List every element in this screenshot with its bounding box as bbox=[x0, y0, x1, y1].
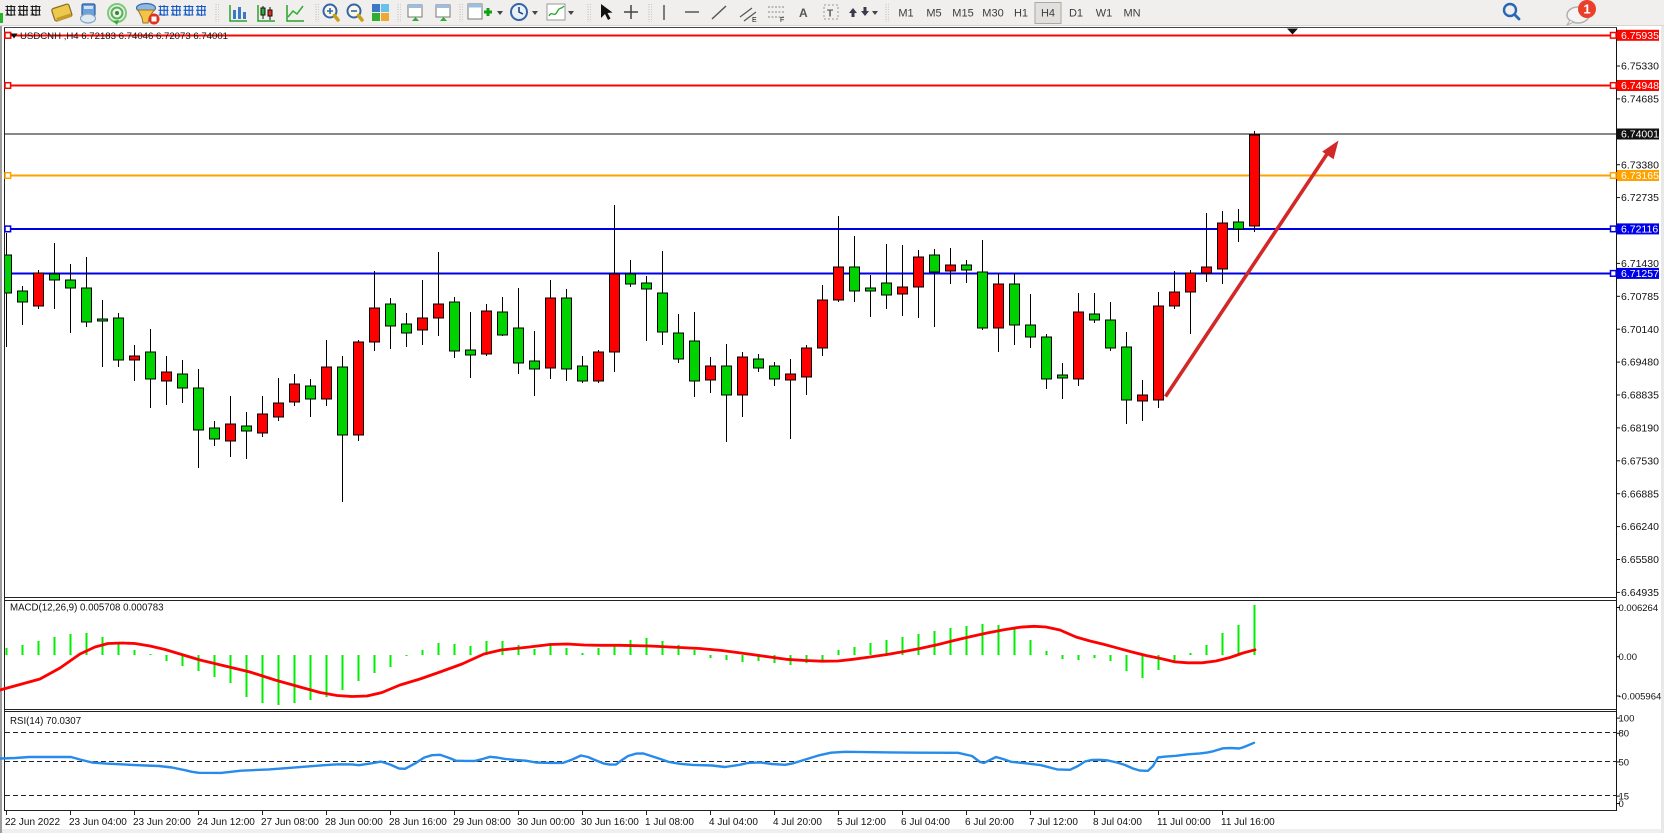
svg-text:11 Jul 16:00: 11 Jul 16:00 bbox=[1221, 817, 1275, 828]
svg-text:MN: MN bbox=[1123, 8, 1140, 20]
svg-text:6.70140: 6.70140 bbox=[1621, 324, 1659, 336]
svg-text:6 Jul 04:00: 6 Jul 04:00 bbox=[901, 817, 950, 828]
svg-text:6.75330: 6.75330 bbox=[1621, 61, 1659, 73]
svg-text:6.72735: 6.72735 bbox=[1621, 192, 1659, 204]
svg-text:W1: W1 bbox=[1096, 8, 1113, 20]
svg-text:H1: H1 bbox=[1014, 8, 1028, 20]
svg-text:6.70785: 6.70785 bbox=[1621, 291, 1659, 303]
svg-text:6.68190: 6.68190 bbox=[1621, 423, 1659, 435]
svg-text:M5: M5 bbox=[926, 8, 941, 20]
svg-text:M1: M1 bbox=[898, 8, 913, 20]
svg-text:24 Jun 12:00: 24 Jun 12:00 bbox=[197, 817, 255, 828]
svg-text:22 Jun 2022: 22 Jun 2022 bbox=[5, 817, 60, 828]
svg-text:7 Jul 12:00: 7 Jul 12:00 bbox=[1029, 817, 1078, 828]
svg-text:30 Jun 16:00: 30 Jun 16:00 bbox=[581, 817, 639, 828]
svg-text:6 Jul 20:00: 6 Jul 20:00 bbox=[965, 817, 1014, 828]
svg-text:100: 100 bbox=[1619, 714, 1635, 725]
svg-text:28 Jun 00:00: 28 Jun 00:00 bbox=[325, 817, 383, 828]
svg-text:6.71257: 6.71257 bbox=[1621, 268, 1659, 280]
svg-text:6.64935: 6.64935 bbox=[1621, 587, 1659, 599]
svg-text:T: T bbox=[827, 9, 833, 20]
svg-text:0.006264: 0.006264 bbox=[1619, 603, 1659, 614]
svg-text:E: E bbox=[752, 17, 757, 24]
svg-text:6.66240: 6.66240 bbox=[1621, 521, 1659, 533]
svg-text:8 Jul 04:00: 8 Jul 04:00 bbox=[1093, 817, 1142, 828]
svg-text:6.73165: 6.73165 bbox=[1621, 170, 1659, 182]
svg-text:50: 50 bbox=[1619, 757, 1630, 768]
svg-text:1 Jul 08:00: 1 Jul 08:00 bbox=[645, 817, 694, 828]
svg-text:A: A bbox=[799, 6, 808, 20]
svg-text:6.68835: 6.68835 bbox=[1621, 390, 1659, 402]
svg-text:M15: M15 bbox=[952, 8, 973, 20]
svg-text:6.75935: 6.75935 bbox=[1621, 30, 1659, 42]
svg-text:23 Jun 04:00: 23 Jun 04:00 bbox=[69, 817, 127, 828]
svg-text:F: F bbox=[780, 17, 784, 24]
svg-text:30 Jun 00:00: 30 Jun 00:00 bbox=[517, 817, 575, 828]
svg-text:M30: M30 bbox=[982, 8, 1003, 20]
svg-text:H4: H4 bbox=[1041, 8, 1055, 20]
svg-text:6.66885: 6.66885 bbox=[1621, 488, 1659, 500]
svg-text:6.74001: 6.74001 bbox=[1621, 129, 1659, 141]
svg-text:6.71430: 6.71430 bbox=[1621, 258, 1659, 270]
svg-text:4 Jul 04:00: 4 Jul 04:00 bbox=[709, 817, 758, 828]
svg-text:RSI(14) 70.0307: RSI(14) 70.0307 bbox=[10, 716, 81, 727]
svg-text:MACD(12,26,9) 0.005708 0.00078: MACD(12,26,9) 0.005708 0.000783 bbox=[10, 603, 164, 614]
svg-text:6.74685: 6.74685 bbox=[1621, 94, 1659, 106]
svg-text:6.74948: 6.74948 bbox=[1621, 80, 1659, 92]
svg-text:6.65580: 6.65580 bbox=[1621, 554, 1659, 566]
svg-text:1: 1 bbox=[1583, 2, 1590, 17]
svg-text:6.73380: 6.73380 bbox=[1621, 159, 1659, 171]
svg-text:0: 0 bbox=[1619, 799, 1624, 810]
svg-text:23 Jun 20:00: 23 Jun 20:00 bbox=[133, 817, 191, 828]
svg-text:D1: D1 bbox=[1069, 8, 1083, 20]
svg-text:5 Jul 12:00: 5 Jul 12:00 bbox=[837, 817, 886, 828]
svg-text:4 Jul 20:00: 4 Jul 20:00 bbox=[773, 817, 822, 828]
svg-text:28 Jun 16:00: 28 Jun 16:00 bbox=[389, 817, 447, 828]
svg-text:80: 80 bbox=[1619, 729, 1630, 740]
svg-text:-0.005964: -0.005964 bbox=[1619, 691, 1662, 702]
svg-text:27 Jun 08:00: 27 Jun 08:00 bbox=[261, 817, 319, 828]
svg-text:6.69480: 6.69480 bbox=[1621, 357, 1659, 369]
svg-text:0.00: 0.00 bbox=[1619, 652, 1638, 663]
svg-text:15: 15 bbox=[1619, 792, 1630, 803]
svg-text:USDCNH ,H4 6.72183 6.74046 6.: USDCNH ,H4 6.72183 6.74046 6.72073 6.740… bbox=[20, 31, 228, 42]
svg-text:29 Jun 08:00: 29 Jun 08:00 bbox=[453, 817, 511, 828]
svg-text:6.72116: 6.72116 bbox=[1621, 224, 1658, 236]
svg-text:6.67530: 6.67530 bbox=[1621, 455, 1659, 467]
svg-text:11 Jul 00:00: 11 Jul 00:00 bbox=[1157, 817, 1211, 828]
